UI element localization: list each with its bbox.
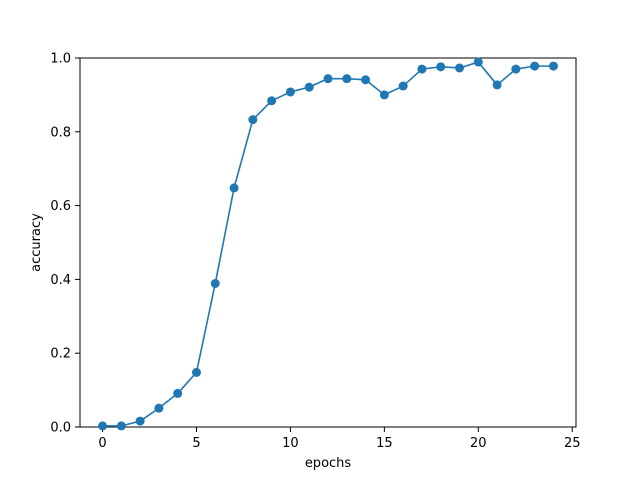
data-point xyxy=(417,64,427,74)
data-point xyxy=(436,62,446,72)
x-tick-label: 5 xyxy=(192,436,200,451)
y-tick-label: 1.0 xyxy=(50,52,71,67)
plot-area xyxy=(79,57,577,428)
y-tick-label: 0.2 xyxy=(50,347,71,362)
x-tick-label: 0 xyxy=(98,436,106,451)
y-tick-label: 0.0 xyxy=(50,421,71,436)
data-point xyxy=(530,61,540,71)
x-tick-label: 20 xyxy=(470,436,487,451)
series-layer xyxy=(98,57,558,431)
data-point xyxy=(342,74,352,84)
data-point xyxy=(210,278,220,288)
data-point xyxy=(154,403,164,413)
data-point xyxy=(492,80,502,90)
data-point xyxy=(173,388,183,398)
data-point xyxy=(135,416,145,426)
x-tick-label: 25 xyxy=(564,436,581,451)
data-point xyxy=(267,96,277,106)
x-axis-label: epochs xyxy=(305,456,352,471)
data-point xyxy=(304,82,314,92)
data-point xyxy=(379,90,389,100)
y-tick-label: 0.6 xyxy=(50,199,71,214)
data-point xyxy=(248,115,258,125)
data-point xyxy=(98,421,108,431)
y-tick-label: 0.8 xyxy=(50,125,71,140)
data-point xyxy=(398,81,408,91)
y-tick-label: 0.4 xyxy=(50,273,71,288)
x-tick-label: 10 xyxy=(282,436,299,451)
y-axis-ticks: 0.0 0.2 0.4 0.6 0.8 1.0 xyxy=(50,52,80,436)
x-tick-label: 15 xyxy=(376,436,393,451)
data-point xyxy=(455,63,465,73)
data-point xyxy=(285,87,295,97)
data-point xyxy=(116,421,126,431)
y-axis-label: accuracy xyxy=(29,213,44,272)
data-point xyxy=(323,74,333,84)
x-axis-ticks: 0 5 10 15 20 25 xyxy=(98,427,581,451)
data-point xyxy=(191,367,201,377)
data-point xyxy=(229,183,239,193)
data-point xyxy=(548,61,558,71)
axes-frame xyxy=(79,57,577,428)
data-point xyxy=(511,64,521,74)
data-point xyxy=(473,57,483,67)
data-point xyxy=(361,75,371,85)
